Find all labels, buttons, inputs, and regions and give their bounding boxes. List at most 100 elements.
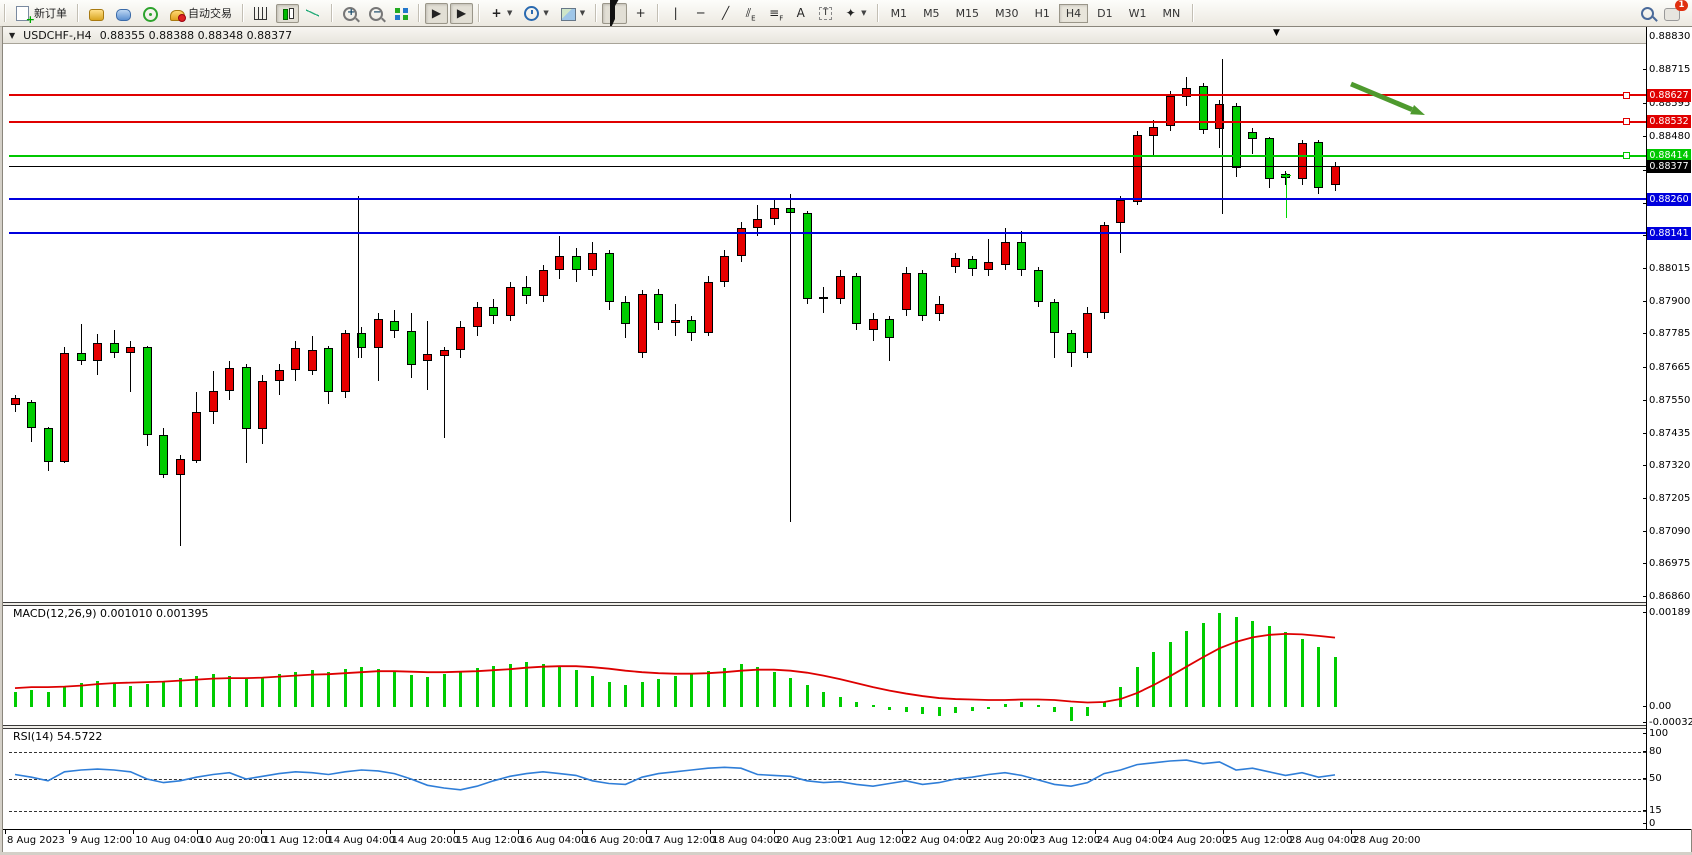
vertical-line-annotation[interactable] — [358, 196, 359, 358]
horizontal-line-object[interactable] — [9, 232, 1646, 235]
price-axis-tick: 0.86975 — [1642, 558, 1691, 570]
horizontal-line-object[interactable] — [9, 165, 1646, 167]
lime-cross-annotation[interactable] — [1286, 173, 1287, 218]
candle — [258, 381, 267, 430]
timeframe-button-m5[interactable]: M5 — [923, 6, 940, 20]
search-icon[interactable] — [1641, 6, 1654, 20]
signal-button[interactable] — [138, 2, 163, 25]
bar-chart-button[interactable] — [249, 3, 274, 24]
line-handle[interactable] — [1623, 91, 1630, 99]
rsi-panel-canvas[interactable]: RSI(14) 54.5722 — [9, 728, 1646, 829]
gold-box-icon — [89, 8, 104, 21]
timeframe-button-h4[interactable]: H4 — [1058, 3, 1089, 23]
macd-panel-canvas[interactable]: MACD(12,26,9) 0.001010 0.001395 — [9, 605, 1646, 724]
candle — [1248, 131, 1257, 140]
timeframe-button-w1[interactable]: W1 — [1128, 6, 1147, 20]
auto-trading-button[interactable]: 自动交易 — [165, 2, 237, 24]
rsi-level-line — [9, 810, 1646, 812]
line-handle[interactable] — [1623, 152, 1630, 159]
zoom-in-button[interactable]: + — [338, 3, 362, 24]
timeframe-button-m30[interactable]: M30 — [995, 6, 1019, 20]
macd-histogram-bar — [723, 668, 726, 707]
crosshair-icon: + — [635, 5, 646, 20]
horizontal-line-object[interactable] — [9, 154, 1646, 157]
rsi-axis-tick: 80 — [1643, 746, 1662, 757]
date-axis-tick — [838, 830, 840, 834]
chart-shift-marker[interactable]: ▼ — [1273, 28, 1280, 38]
date-axis-tick — [710, 830, 712, 834]
horizontal-line-tool-button[interactable]: ─ — [689, 3, 712, 24]
horizontal-line-object[interactable] — [9, 198, 1646, 201]
notifications-button[interactable]: 1 — [1664, 0, 1688, 21]
price-chart-canvas[interactable] — [9, 45, 1646, 602]
line-chart-button[interactable] — [301, 3, 326, 24]
date-axis-label: 15 Aug 12:00 — [455, 835, 524, 846]
indicators-button[interactable]: + ▼ — [485, 3, 517, 24]
gold-box-button[interactable] — [84, 3, 109, 24]
price-axis[interactable]: 0.88627 0.88532 0.88414 0.88377 0.88260 0.881… — [1642, 27, 1692, 829]
periods-button[interactable]: ▼ — [519, 2, 553, 24]
candle — [1050, 301, 1059, 333]
macd-histogram-bar — [294, 672, 297, 707]
timeframe-button-d1[interactable]: D1 — [1097, 6, 1113, 20]
rsi-level-line — [9, 752, 1646, 753]
text-label-tool-button[interactable]: T — [814, 3, 837, 23]
candle — [703, 281, 713, 333]
candle-wick — [179, 454, 181, 546]
zoom-out-button[interactable]: − — [364, 3, 388, 24]
date-axis-label: 10 Aug 04:00 — [135, 835, 203, 846]
timeframe-button-mn[interactable]: MN — [1162, 6, 1181, 20]
arrows-tool-button[interactable]: ✦ ▼ — [839, 3, 871, 24]
date-axis-label: 14 Aug 20:00 — [391, 835, 460, 846]
macd-histogram-bar — [954, 707, 957, 713]
horizontal-line-object[interactable] — [9, 120, 1646, 123]
chart-shift-icon: ▶ — [456, 5, 467, 20]
timeframe-button-m15[interactable]: M15 — [955, 6, 980, 20]
vertical-line-tool-button[interactable]: | — [664, 3, 687, 24]
macd-histogram-bar — [855, 702, 858, 707]
macd-histogram-bar — [1185, 631, 1188, 707]
text-tool-button[interactable]: A — [789, 3, 812, 24]
collapse-triangle-icon[interactable]: ▼ — [9, 30, 16, 40]
templates-button[interactable]: ▼ — [556, 3, 590, 24]
candle — [324, 348, 333, 393]
panel-separator[interactable] — [3, 602, 1691, 606]
fibonacci-tool-button[interactable]: ≡F — [764, 3, 787, 24]
candle — [604, 253, 614, 302]
date-axis[interactable]: 8 Aug 2023 9 Aug 12:00 10 Aug 04:00 10 Aug … — [3, 829, 1691, 852]
green-arrow-annotation[interactable] — [1341, 74, 1461, 134]
date-axis-tick — [1030, 830, 1032, 834]
line-handle[interactable] — [1623, 118, 1630, 126]
macd-histogram-bar — [277, 674, 281, 707]
chart-ohlc-values: 0.88355 0.88388 0.88348 0.88377 — [99, 28, 293, 42]
date-axis-tick — [133, 830, 135, 834]
horizontal-line-object[interactable] — [9, 94, 1646, 96]
vertical-line-annotation[interactable] — [790, 195, 791, 522]
trendline-tool-button[interactable]: ╱ — [714, 3, 737, 24]
auto-scroll-button[interactable]: ▶ — [425, 2, 448, 24]
chart-title-bar[interactable]: ▼ USDCHF-,H4 0.88355 0.88388 0.88348 0.8… — [3, 27, 1646, 44]
timeframe-button-h1[interactable]: H1 — [1034, 6, 1050, 20]
candlestick-chart-button[interactable] — [276, 3, 299, 23]
macd-histogram-bar — [1251, 621, 1254, 707]
price-line-badge: 0.88532 — [1647, 115, 1691, 129]
price-axis-tick: 0.87900 — [1642, 295, 1691, 307]
macd-histogram-bar — [1020, 702, 1023, 707]
vertical-line-annotation[interactable] — [1222, 59, 1223, 214]
channel-tool-button[interactable]: ⫽E — [739, 3, 762, 24]
crosshair-tool-button[interactable]: + — [629, 3, 652, 24]
chart-shift-button[interactable]: ▶ — [450, 2, 473, 24]
panel-separator[interactable] — [3, 725, 1691, 729]
candle — [406, 331, 416, 366]
tile-windows-button[interactable] — [390, 4, 413, 23]
macd-histogram-bar — [508, 664, 512, 707]
text-label-icon: T — [819, 7, 833, 20]
cursor-tool-button[interactable] — [602, 0, 628, 30]
timeframe-button-m1[interactable]: M1 — [890, 6, 908, 20]
date-axis-tick — [902, 830, 904, 834]
community-button[interactable] — [111, 3, 136, 24]
candle — [835, 275, 845, 299]
candle — [670, 320, 680, 323]
new-order-button[interactable]: 新订单 — [11, 2, 72, 24]
